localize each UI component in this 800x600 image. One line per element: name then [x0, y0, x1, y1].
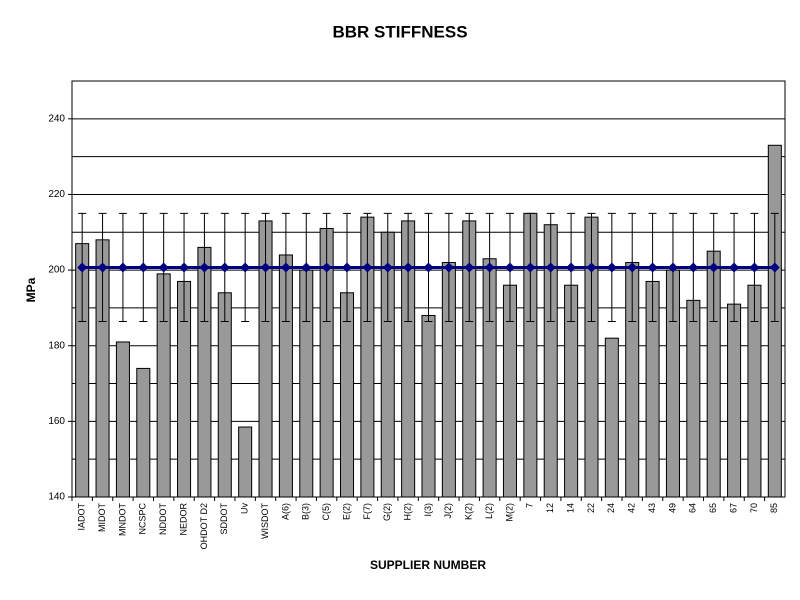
x-tick-label: 22: [586, 503, 596, 513]
mean-marker: [749, 262, 760, 273]
mean-marker: [708, 262, 719, 273]
x-tick-label: E(2): [341, 503, 351, 520]
x-tick-label: NCSPC: [138, 503, 148, 535]
x-tick-label: B(3): [301, 503, 311, 520]
mean-marker: [484, 262, 495, 273]
mean-marker: [199, 262, 210, 273]
y-tick-label: 180: [48, 340, 65, 351]
bar: [421, 314, 436, 498]
x-tick-label: 42: [627, 503, 637, 513]
x-tick-label: A(6): [280, 503, 290, 520]
bar: [115, 341, 130, 498]
mean-marker: [342, 262, 353, 273]
mean-marker: [117, 262, 128, 273]
x-tick-label: 12: [545, 503, 555, 513]
x-tick-label: K(2): [464, 503, 474, 520]
bar: [238, 426, 253, 498]
x-tick-label: MIDOT: [97, 503, 107, 532]
plot-border: [71, 80, 786, 498]
mean-marker: [321, 262, 332, 273]
x-tick-label: F(7): [362, 503, 372, 520]
x-tick-label: 70: [749, 503, 759, 513]
y-tick-label: 220: [48, 189, 65, 200]
x-tick-label: 7: [525, 503, 535, 508]
x-tick-label: 64: [688, 503, 698, 513]
x-tick-label: H(2): [403, 503, 413, 521]
mean-marker: [525, 262, 536, 273]
bar: [339, 292, 355, 498]
mean-marker: [158, 262, 169, 273]
mean-marker: [647, 262, 658, 273]
mean-marker: [627, 262, 638, 273]
x-tick-label: 65: [708, 503, 718, 513]
mean-marker: [138, 262, 149, 273]
x-tick-label: I(3): [423, 503, 433, 517]
mean-marker: [403, 262, 414, 273]
bar: [686, 299, 701, 498]
x-tick-label: J(2): [443, 503, 453, 519]
mean-marker: [443, 262, 454, 273]
x-tick-label: 43: [647, 503, 657, 513]
y-tick-label: 240: [48, 113, 65, 124]
mean-marker: [464, 262, 475, 273]
mean-marker: [260, 262, 271, 273]
x-tick-label: M(2): [504, 503, 514, 522]
mean-marker: [545, 262, 556, 273]
mean-marker: [219, 262, 230, 273]
mean-marker: [688, 262, 699, 273]
bar: [727, 303, 742, 498]
mean-marker: [280, 262, 291, 273]
mean-marker: [586, 262, 597, 273]
bar: [136, 367, 151, 498]
mean-marker: [769, 262, 780, 273]
x-tick-label: Uv: [240, 503, 250, 514]
x-tick-label: IADOT: [77, 503, 87, 531]
mean-marker: [606, 262, 617, 273]
y-axis-title: MPa: [24, 277, 38, 302]
mean-marker: [382, 262, 393, 273]
x-axis-title: SUPPLIER NUMBER: [370, 558, 486, 572]
x-tick-label: NDDOT: [158, 503, 168, 535]
y-tick-label: 140: [48, 492, 65, 503]
x-tick-label: WISDOT: [260, 503, 270, 539]
chart-title: BBR STIFFNESS: [332, 22, 467, 41]
bar: [217, 292, 232, 498]
mean-marker: [179, 262, 190, 273]
mean-marker: [301, 262, 312, 273]
x-tick-label: 49: [667, 503, 677, 513]
x-tick-label: C(5): [321, 503, 331, 521]
y-tick-label: 200: [48, 265, 65, 276]
mean-marker: [729, 262, 740, 273]
y-tick-label: 160: [48, 416, 65, 427]
x-tick-label: 14: [565, 503, 575, 513]
x-tick-label: G(2): [382, 503, 392, 521]
mean-marker: [566, 262, 577, 273]
mean-marker: [77, 262, 88, 273]
x-tick-label: 67: [728, 503, 738, 513]
mean-marker: [97, 262, 108, 273]
bar: [604, 337, 619, 498]
x-tick-label: OHDOT D2: [199, 503, 209, 549]
mean-marker: [240, 262, 251, 273]
x-tick-label: 85: [769, 503, 779, 513]
x-tick-label: 24: [606, 503, 616, 513]
x-tick-label: NEDOR: [178, 503, 188, 536]
x-tick-label: MNDOT: [117, 503, 127, 536]
mean-marker: [667, 262, 678, 273]
x-tick-label: SDDOT: [219, 502, 229, 534]
mean-marker: [423, 262, 434, 273]
mean-marker: [362, 262, 373, 273]
mean-marker: [504, 262, 515, 273]
x-tick-label: L(2): [484, 503, 494, 519]
